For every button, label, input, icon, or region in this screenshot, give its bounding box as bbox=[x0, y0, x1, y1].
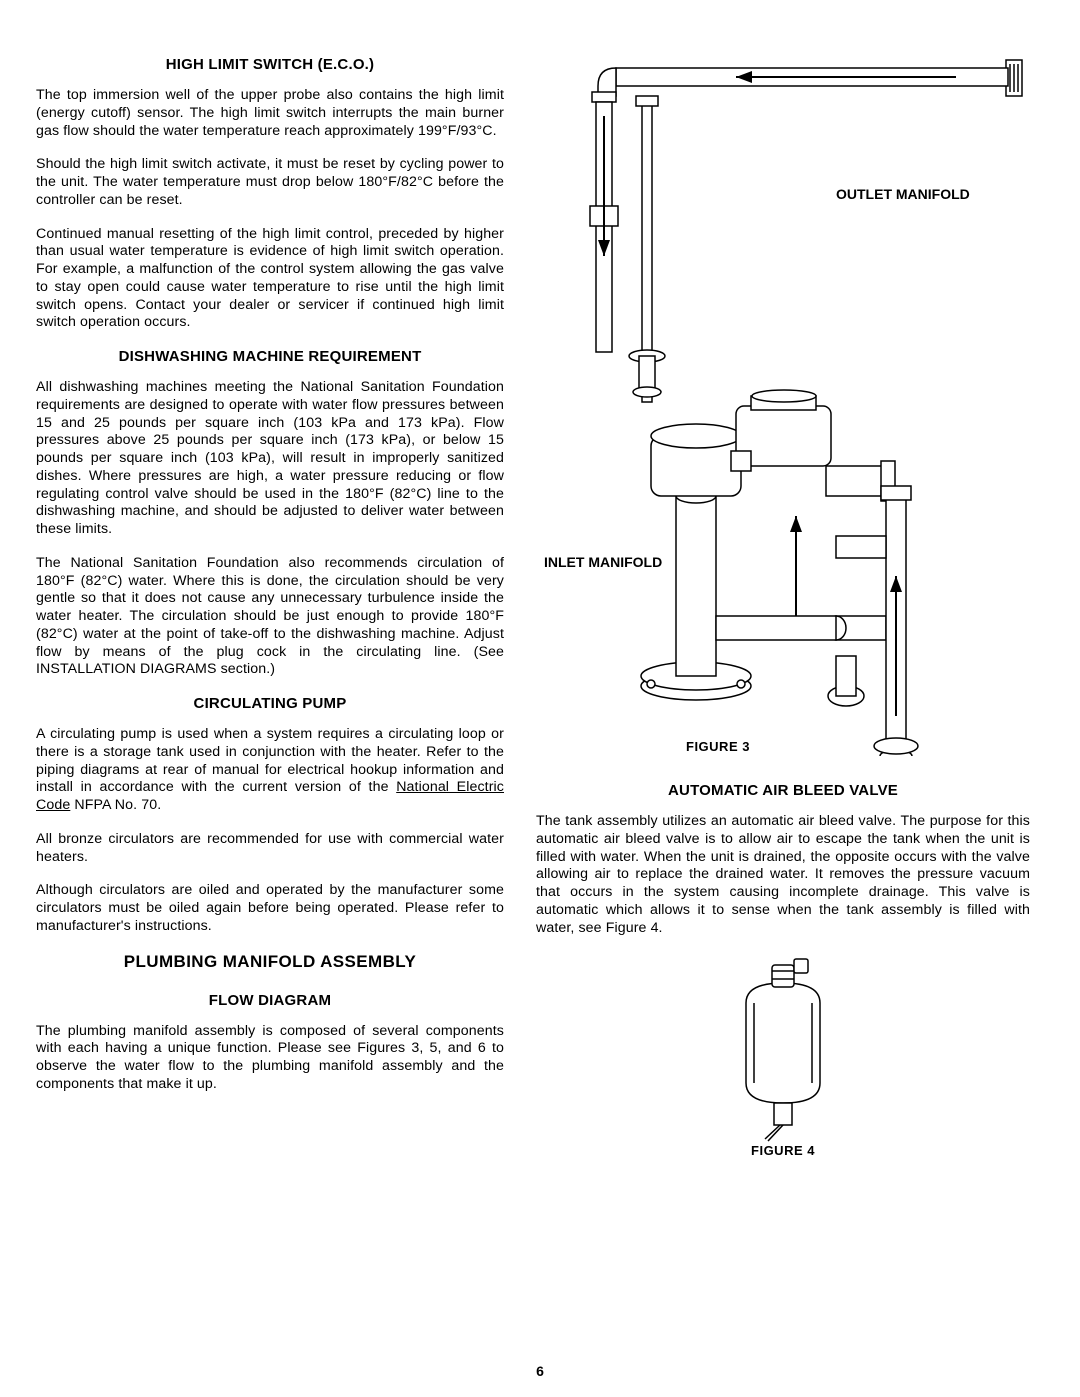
para-high-limit-2: Should the high limit switch activate, i… bbox=[36, 156, 504, 209]
inlet-manifold-label: INLET MANIFOLD bbox=[544, 554, 662, 570]
page-number: 6 bbox=[0, 1363, 1080, 1379]
para-flow: The plumbing manifold assembly is compos… bbox=[36, 1023, 504, 1094]
para-high-limit-1: The top immersion well of the upper prob… bbox=[36, 87, 504, 140]
para-air-bleed: The tank assembly utilizes an automatic … bbox=[536, 813, 1030, 937]
figure-4-container: FIGURE 4 bbox=[536, 953, 1030, 1163]
figure-4-label: FIGURE 4 bbox=[536, 1143, 1030, 1158]
para-pump-3: Although circulators are oiled and opera… bbox=[36, 882, 504, 935]
figure-3-label: FIGURE 3 bbox=[686, 739, 750, 754]
left-column: HIGH LIMIT SWITCH (E.C.O.) The top immer… bbox=[36, 56, 504, 1163]
heading-circulating-pump: CIRCULATING PUMP bbox=[36, 695, 504, 712]
right-column: OUTLET MANIFOLD INLET MANIFOLD FIGURE 3 … bbox=[536, 56, 1030, 1163]
figure-3-container: OUTLET MANIFOLD INLET MANIFOLD FIGURE 3 bbox=[536, 56, 1030, 756]
figure-4-svg bbox=[536, 953, 1030, 1143]
para-dish-2: The National Sanitation Foundation also … bbox=[36, 555, 504, 679]
heading-plumbing-assembly: PLUMBING MANIFOLD ASSEMBLY bbox=[36, 952, 504, 972]
heading-flow-diagram: FLOW DIAGRAM bbox=[36, 992, 504, 1009]
heading-high-limit: HIGH LIMIT SWITCH (E.C.O.) bbox=[36, 56, 504, 73]
heading-air-bleed: AUTOMATIC AIR BLEED VALVE bbox=[536, 782, 1030, 799]
para-high-limit-3: Continued manual resetting of the high l… bbox=[36, 226, 504, 333]
para-pump-1: A circulating pump is used when a system… bbox=[36, 726, 504, 815]
heading-dishwashing: DISHWASHING MACHINE REQUIREMENT bbox=[36, 348, 504, 365]
figure-3-svg bbox=[536, 56, 1030, 756]
para-pump-2: All bronze circulators are recommended f… bbox=[36, 831, 504, 867]
outlet-manifold-label: OUTLET MANIFOLD bbox=[836, 186, 970, 202]
para-dish-1: All dishwashing machines meeting the Nat… bbox=[36, 379, 504, 539]
para-pump-1b: NFPA No. 70. bbox=[70, 797, 161, 813]
